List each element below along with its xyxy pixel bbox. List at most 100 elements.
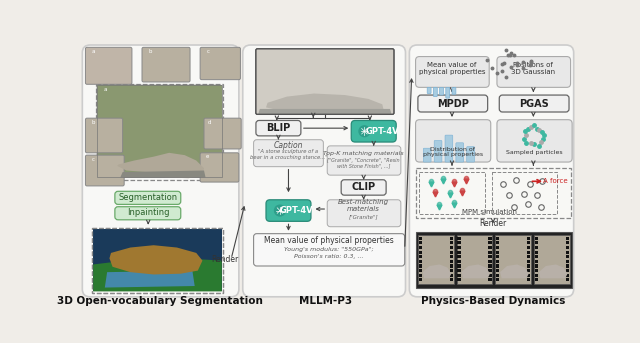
Text: Top-K matching materials: Top-K matching materials [323, 151, 404, 156]
Bar [534, 235, 570, 284]
FancyBboxPatch shape [83, 45, 239, 297]
Bar [458, 237, 461, 240]
FancyBboxPatch shape [440, 87, 444, 95]
FancyBboxPatch shape [142, 47, 190, 82]
Bar [488, 251, 492, 254]
Bar [488, 260, 492, 263]
FancyBboxPatch shape [200, 47, 241, 80]
FancyBboxPatch shape [446, 87, 450, 98]
Polygon shape [500, 264, 529, 278]
Bar [496, 274, 499, 277]
Text: Best-matching
materials: Best-matching materials [338, 199, 389, 213]
Text: Mean value of
physical properties: Mean value of physical properties [419, 62, 485, 75]
Polygon shape [93, 257, 222, 292]
FancyBboxPatch shape [410, 45, 573, 297]
Bar [527, 255, 531, 258]
Text: c: c [92, 157, 95, 162]
Bar [419, 241, 422, 245]
Bar [496, 241, 499, 245]
Bar [97, 85, 222, 177]
Bar [450, 241, 452, 245]
Bar [535, 246, 538, 249]
Bar [535, 255, 538, 258]
FancyBboxPatch shape [452, 87, 456, 94]
Text: BLIP: BLIP [266, 123, 291, 133]
Bar [496, 264, 499, 268]
FancyBboxPatch shape [327, 200, 401, 227]
Bar [458, 260, 461, 263]
Text: MLLM-P3: MLLM-P3 [299, 296, 352, 306]
Bar [496, 255, 499, 258]
Text: b: b [148, 49, 152, 55]
Bar [566, 278, 569, 281]
Bar [415, 168, 571, 218]
Bar [450, 269, 452, 272]
Bar [527, 274, 531, 277]
Bar [92, 227, 223, 293]
Text: 3D Open-vocabulary Segmentation: 3D Open-vocabulary Segmentation [57, 296, 263, 306]
Bar [488, 246, 492, 249]
FancyBboxPatch shape [497, 57, 571, 87]
FancyBboxPatch shape [266, 200, 311, 221]
Bar [419, 172, 485, 214]
Text: A force: A force [543, 178, 568, 184]
Text: GPT-4V: GPT-4V [365, 127, 399, 136]
Bar [93, 229, 222, 292]
Text: ["Granite", "Concrete", "Resin
with Stone Finish", ...]: ["Granite", "Concrete", "Resin with Ston… [327, 158, 400, 169]
Text: Segmentation: Segmentation [118, 193, 178, 202]
FancyBboxPatch shape [253, 234, 404, 266]
Text: Young's modulus: "550GPa";: Young's modulus: "550GPa"; [284, 247, 374, 251]
FancyBboxPatch shape [434, 141, 442, 162]
Text: Positions of
3D Gaussian: Positions of 3D Gaussian [511, 62, 556, 75]
Text: Render: Render [479, 219, 507, 228]
FancyBboxPatch shape [85, 155, 124, 186]
Bar [419, 237, 422, 240]
Bar [566, 264, 569, 268]
FancyBboxPatch shape [243, 45, 406, 297]
FancyBboxPatch shape [415, 120, 491, 162]
FancyBboxPatch shape [97, 85, 222, 177]
Polygon shape [109, 245, 202, 274]
FancyBboxPatch shape [256, 120, 301, 136]
Text: a: a [92, 49, 95, 55]
Bar [92, 227, 223, 293]
Bar [488, 269, 492, 272]
Bar [488, 241, 492, 245]
Bar [97, 85, 222, 177]
Bar [450, 278, 452, 281]
Bar [488, 237, 492, 240]
Bar [566, 241, 569, 245]
Bar [496, 251, 499, 254]
Bar [419, 264, 422, 268]
Bar [492, 172, 557, 214]
Polygon shape [105, 271, 195, 287]
Text: GPT-4V: GPT-4V [280, 206, 313, 215]
Polygon shape [259, 109, 392, 114]
Bar [566, 237, 569, 240]
Bar [566, 260, 569, 263]
Circle shape [359, 126, 370, 137]
Polygon shape [120, 170, 205, 177]
FancyBboxPatch shape [428, 87, 431, 94]
Text: b: b [92, 120, 95, 125]
Text: MPM simulation: MPM simulation [461, 209, 516, 215]
Text: PGAS: PGAS [519, 98, 549, 108]
Text: MPDP: MPDP [437, 98, 468, 108]
Bar [450, 260, 452, 263]
FancyBboxPatch shape [445, 135, 452, 162]
Bar [458, 246, 461, 249]
Bar [419, 246, 422, 249]
Text: a: a [103, 87, 107, 92]
Bar [450, 264, 452, 268]
Bar [496, 269, 499, 272]
FancyBboxPatch shape [456, 143, 463, 162]
FancyBboxPatch shape [499, 95, 569, 112]
FancyBboxPatch shape [351, 120, 396, 142]
Text: Mean value of physical properties: Mean value of physical properties [264, 236, 394, 245]
Text: Caption: Caption [274, 141, 303, 150]
FancyBboxPatch shape [467, 147, 474, 162]
Bar [450, 274, 452, 277]
Bar [566, 274, 569, 277]
Text: "A stone sculpture of a
bear in a crouching stance...": "A stone sculpture of a bear in a crouch… [250, 149, 327, 160]
Bar [458, 278, 461, 281]
